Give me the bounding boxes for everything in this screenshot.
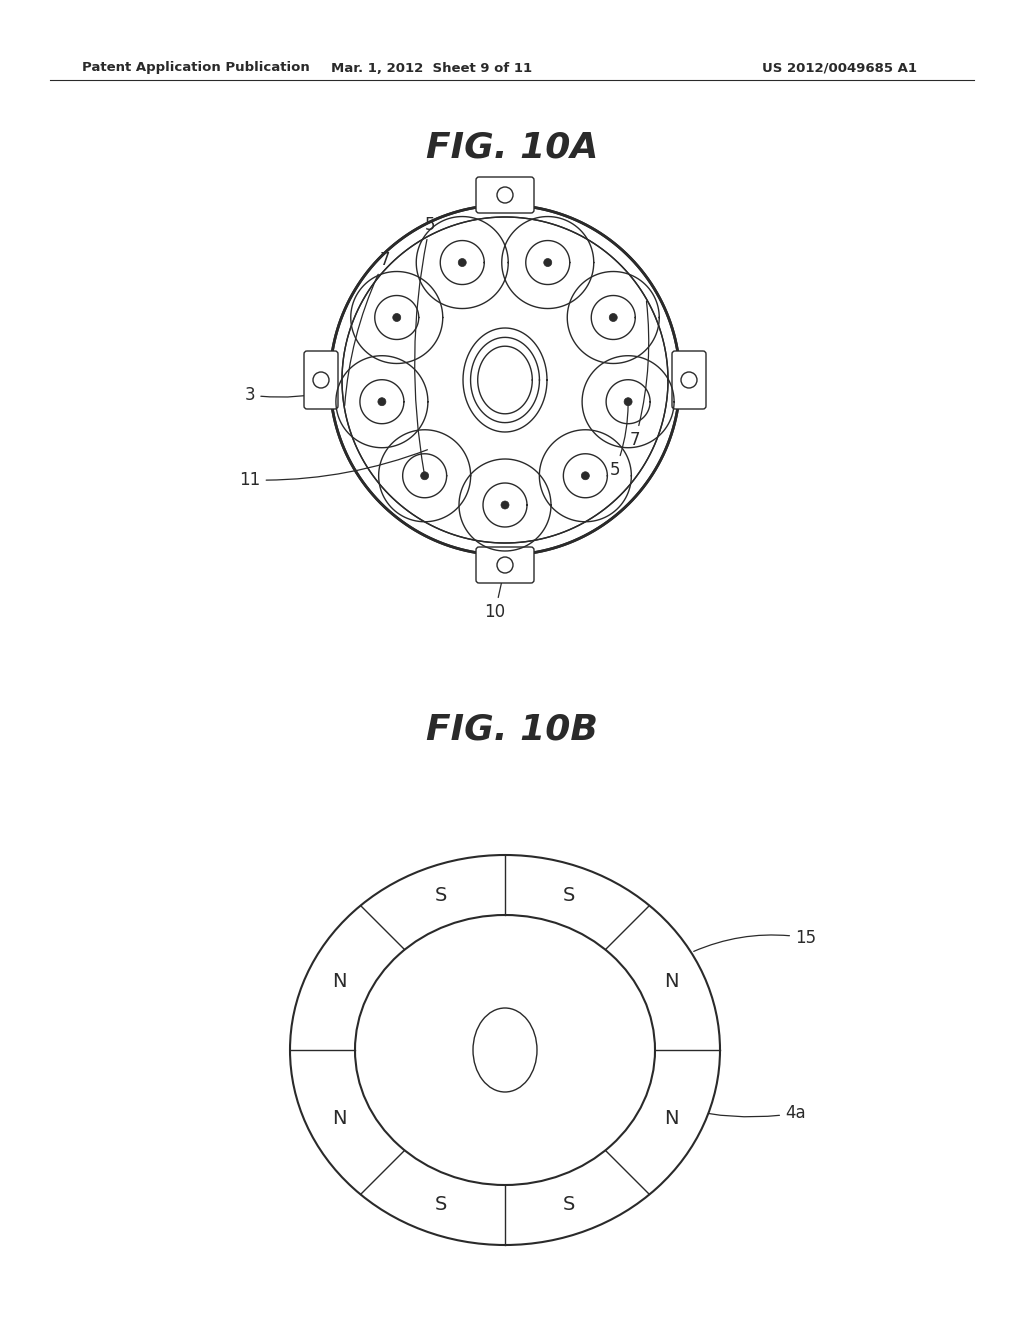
Circle shape	[497, 557, 513, 573]
Ellipse shape	[355, 915, 655, 1185]
FancyBboxPatch shape	[476, 546, 534, 583]
FancyBboxPatch shape	[672, 351, 706, 409]
Text: 15: 15	[693, 929, 816, 952]
Text: FIG. 10B: FIG. 10B	[426, 713, 598, 747]
Text: 10: 10	[484, 570, 506, 620]
Text: N: N	[332, 972, 346, 991]
Text: 5: 5	[415, 216, 435, 473]
Circle shape	[609, 314, 617, 322]
Circle shape	[582, 471, 590, 479]
Circle shape	[459, 259, 466, 267]
Text: 3: 3	[245, 385, 333, 404]
Text: S: S	[563, 1195, 575, 1214]
Text: 5: 5	[609, 404, 628, 479]
Circle shape	[501, 502, 509, 510]
Text: N: N	[664, 972, 678, 991]
Text: N: N	[664, 1109, 678, 1129]
Text: 4a: 4a	[685, 1105, 806, 1122]
Text: N: N	[332, 1109, 346, 1129]
Circle shape	[421, 471, 429, 479]
Circle shape	[330, 205, 680, 554]
Text: 11: 11	[240, 450, 427, 488]
Circle shape	[681, 372, 697, 388]
Circle shape	[393, 314, 400, 322]
Text: Patent Application Publication: Patent Application Publication	[82, 62, 309, 74]
Circle shape	[544, 259, 552, 267]
Text: S: S	[435, 1195, 447, 1214]
Ellipse shape	[290, 855, 720, 1245]
Circle shape	[624, 397, 632, 405]
Text: Mar. 1, 2012  Sheet 9 of 11: Mar. 1, 2012 Sheet 9 of 11	[332, 62, 532, 74]
FancyBboxPatch shape	[304, 351, 338, 409]
Text: US 2012/0049685 A1: US 2012/0049685 A1	[763, 62, 918, 74]
Text: FIG. 10A: FIG. 10A	[426, 131, 598, 165]
Circle shape	[378, 397, 386, 405]
Text: 7: 7	[345, 251, 390, 405]
Text: S: S	[435, 886, 447, 906]
FancyBboxPatch shape	[476, 177, 534, 213]
Text: 7: 7	[630, 301, 649, 449]
Ellipse shape	[473, 1008, 537, 1092]
Text: S: S	[563, 886, 575, 906]
Circle shape	[313, 372, 329, 388]
Circle shape	[497, 187, 513, 203]
